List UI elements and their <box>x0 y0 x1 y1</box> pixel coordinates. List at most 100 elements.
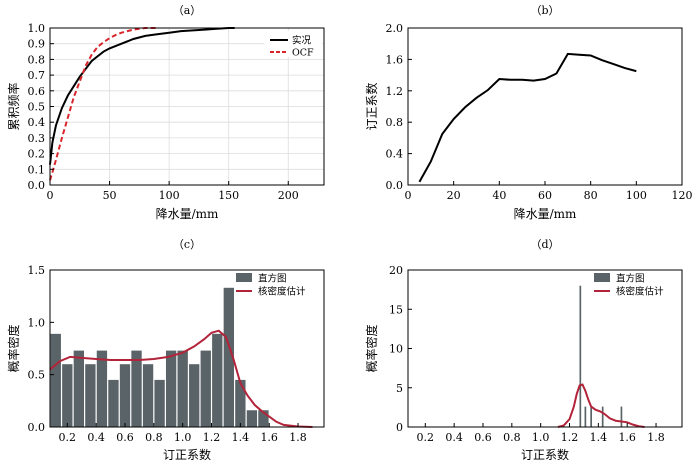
histogram-bar <box>212 333 223 427</box>
x-tick-label: 1.6 <box>260 431 278 444</box>
y-axis-label: 累积频率 <box>6 82 21 130</box>
x-tick-label: 100 <box>159 189 180 202</box>
histogram-bar <box>50 333 61 427</box>
x-tick-label: 0 <box>405 189 412 202</box>
histogram-bar <box>189 364 200 427</box>
histogram-bar <box>177 350 188 427</box>
histogram-bar <box>601 406 604 427</box>
legend-label: 直方图 <box>616 273 645 285</box>
y-axis-label: 概率密度 <box>364 324 379 372</box>
x-tick-label: 1.2 <box>561 431 579 444</box>
x-tick-label: 200 <box>278 189 299 202</box>
y-tick-label: 0.4 <box>28 116 46 129</box>
histogram-bar <box>119 364 131 427</box>
y-tick-label: 0.6 <box>28 85 46 98</box>
histogram-bar <box>246 410 258 427</box>
histogram-bar <box>108 379 119 427</box>
y-tick-label: 1.0 <box>28 316 46 329</box>
y-tick-label: 2.0 <box>386 22 404 35</box>
series-line-2 <box>49 27 158 181</box>
histogram-bar <box>62 364 73 427</box>
x-tick-label: 150 <box>218 189 239 202</box>
x-tick-label: 1.0 <box>532 431 550 444</box>
y-tick-label: 1.5 <box>28 264 46 277</box>
x-tick-label: 0.8 <box>503 431 521 444</box>
x-tick-label: 1.4 <box>232 431 250 444</box>
x-tick-label: 100 <box>626 189 647 202</box>
x-tick-label: 1.2 <box>203 431 221 444</box>
x-axis-label: 订正系数 <box>163 447 211 462</box>
y-tick-label: 0.2 <box>28 148 46 161</box>
x-tick-label: 1.0 <box>174 431 192 444</box>
x-tick-label: 0 <box>47 189 54 202</box>
x-tick-label: 50 <box>103 189 117 202</box>
histogram-bar <box>96 350 108 427</box>
x-tick-label: 0.8 <box>145 431 163 444</box>
histogram-bar <box>223 287 234 427</box>
y-tick-label: 15 <box>389 303 403 316</box>
histogram-bar <box>73 350 85 427</box>
y-tick-label: 0.4 <box>386 148 404 161</box>
y-tick-label: 0.0 <box>28 179 46 192</box>
panel-b: 0 20 40 60 80 100 120 0.0 0.4 0.8 1.2 1.6 2.0 （b） 降水量/… <box>364 4 693 221</box>
histogram-bar <box>584 406 587 427</box>
y-tick-label: 20 <box>389 264 403 277</box>
histogram-bar <box>85 364 96 427</box>
legend-label: 实况 <box>292 35 312 47</box>
y-tick-label: 1.2 <box>386 85 404 98</box>
y-tick-label: 1.0 <box>28 22 46 35</box>
x-tick-label: 1.8 <box>647 431 665 444</box>
y-tick-label: 0.7 <box>28 69 46 82</box>
x-tick-label: 1.4 <box>590 431 608 444</box>
x-axis-label: 降水量/mm <box>156 207 219 221</box>
y-tick-label: 0.5 <box>28 101 46 114</box>
axes-frame <box>407 27 683 186</box>
x-tick-label: 0.2 <box>59 431 77 444</box>
x-tick-label: 80 <box>584 189 598 202</box>
x-tick-label: 1.6 <box>618 431 636 444</box>
panel-title: （d） <box>530 238 559 251</box>
y-tick-label: 0.5 <box>28 369 46 382</box>
legend-label: 核密度估计 <box>258 286 306 298</box>
panel-title: （c） <box>173 238 201 251</box>
y-tick-label: 0.1 <box>28 163 46 176</box>
histogram-bar <box>620 406 623 427</box>
series-line-1 <box>418 52 637 183</box>
x-tick-label: 0.4 <box>445 431 463 444</box>
panel-title: （a） <box>173 4 202 17</box>
y-tick-label: 0.0 <box>386 179 404 192</box>
kde-line <box>557 383 645 428</box>
panel-title: （b） <box>530 4 559 17</box>
y-tick-label: 0.3 <box>28 132 46 145</box>
legend-label: OCF <box>292 48 314 59</box>
x-tick-label: 0.2 <box>417 431 435 444</box>
legend-swatch-histogram <box>594 273 610 282</box>
x-tick-label: 1.8 <box>289 431 307 444</box>
legend-swatch-histogram <box>236 273 252 282</box>
legend-label: 直方图 <box>258 273 287 285</box>
panel-c: 0.2 0.4 0.6 0.8 1.0 1.2 1.4 1.6 1.8 0.0 0.5 1.0 1.5 （… <box>6 238 325 462</box>
y-tick-label: 0.8 <box>386 116 404 129</box>
y-tick-label: 0.9 <box>28 38 46 51</box>
histogram-bar <box>142 364 154 427</box>
x-tick-label: 120 <box>672 189 693 202</box>
panel-d: 0.2 0.4 0.6 0.8 1.0 1.2 1.4 1.6 1.8 0 5 10 15 20 （d） 订正… <box>364 238 683 462</box>
histogram-bar <box>154 379 165 427</box>
histogram-bar <box>165 350 177 427</box>
x-tick-label: 60 <box>538 189 552 202</box>
x-axis-label: 降水量/mm <box>514 207 577 221</box>
histogram-bar <box>131 350 142 427</box>
x-tick-label: 20 <box>447 189 461 202</box>
panel-a: 0 50 100 150 200 0.0 0.1 0.2 0.3 0.4 0.5 0.6 0.7 0.8 0… <box>6 4 325 221</box>
x-axis-label: 订正系数 <box>521 447 569 462</box>
kde-line <box>49 329 313 428</box>
x-tick-label: 0.6 <box>116 431 134 444</box>
y-tick-label: 1.6 <box>386 53 404 66</box>
y-tick-label: 10 <box>389 343 403 356</box>
axes-frame <box>49 269 325 428</box>
